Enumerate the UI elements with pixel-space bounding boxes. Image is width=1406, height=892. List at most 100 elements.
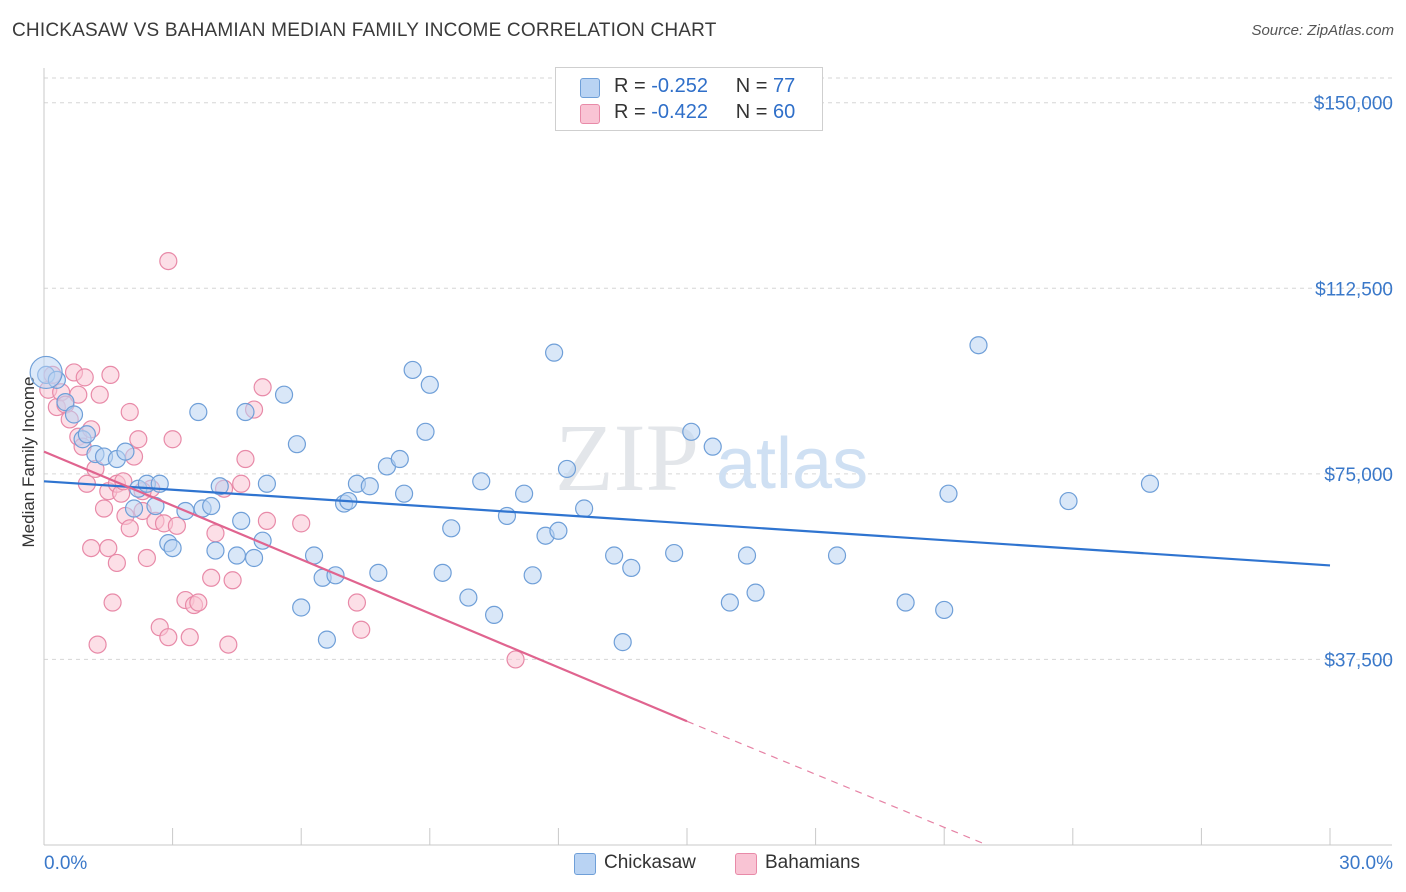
chickasaw-point [613, 633, 632, 652]
correlation-legend: R = -0.252 N = 77 R = -0.422 N = 60 [555, 67, 823, 131]
legend-r-label: R = [614, 75, 646, 97]
bahamians-point [352, 620, 371, 639]
chickasaw-point [394, 484, 414, 503]
chickasaw-point [523, 566, 542, 585]
chickasaw-point [210, 477, 229, 496]
bahamians-point [120, 402, 139, 422]
chickasaw-point [575, 499, 594, 518]
bahamians-point [159, 628, 178, 647]
chickasaw-point [549, 521, 568, 540]
watermark-atlas: atlas [716, 424, 868, 504]
legend-swatch-bahamians [580, 104, 600, 124]
legend-swatch-chickasaw [580, 78, 600, 98]
legend-text-bahamians: R = -0.422 N = 60 [614, 101, 795, 124]
chickasaw-point [257, 474, 277, 493]
chickasaw-point [116, 442, 135, 461]
chickasaw-point [317, 630, 337, 649]
bahamians-point [159, 251, 178, 271]
bahamians-point [167, 516, 186, 535]
y-tick-label: $150,000 [1314, 94, 1393, 115]
chickasaw-point [1140, 474, 1160, 493]
legend-r-value-bahamians: -0.422 [651, 101, 708, 123]
legend-r-value-chickasaw: -0.252 [651, 75, 708, 97]
bahamians-point [506, 650, 525, 669]
bahamians-point [82, 538, 101, 558]
y-tick-label: $75,000 [1324, 465, 1393, 486]
chickasaw-point [442, 519, 461, 538]
chickasaw-point [77, 425, 96, 444]
bottom-legend-swatch-bahamians [735, 853, 757, 875]
chickasaw-point [163, 538, 182, 558]
chickasaw-point [403, 360, 422, 380]
bahamians-point [232, 474, 251, 493]
bahamians-point [99, 538, 118, 558]
y-tick-labels: $37,500 $75,000 $112,500 $150,000 [1314, 94, 1393, 672]
chickasaw-point [124, 499, 144, 518]
chickasaw-point [416, 422, 435, 441]
chickasaw-point [935, 600, 954, 620]
chickasaw-point [287, 435, 307, 454]
bahamians-point [180, 628, 199, 647]
chickasaw-point [433, 563, 452, 582]
chickasaw-point [227, 546, 246, 565]
chickasaw-point [274, 385, 294, 404]
legend-n-label: N = [735, 101, 768, 123]
chickasaw-point [939, 484, 958, 503]
bahamians-point [101, 365, 120, 385]
bahamians-point [88, 635, 107, 654]
bottom-legend-swatch-chickasaw [574, 853, 596, 875]
chickasaw-point [420, 375, 439, 394]
chickasaw-point [206, 541, 225, 560]
chickasaw-point [720, 593, 739, 612]
y-tick-label: $112,500 [1315, 279, 1393, 300]
bahamians-point [253, 378, 272, 397]
chickasaw-point [622, 558, 641, 577]
bahamians-point [206, 524, 225, 543]
chickasaw-point [682, 422, 701, 441]
bahamians-point [90, 385, 109, 404]
gridlines [44, 77, 1392, 660]
chickasaw-point [827, 546, 847, 565]
chickasaw-point [746, 583, 765, 602]
bahamians-trend-line [43, 450, 688, 723]
chickasaw-point [485, 605, 504, 625]
bahamians-point [189, 593, 208, 612]
legend-n-value-bahamians: 60 [773, 101, 796, 123]
legend-n-label: N = [735, 75, 768, 97]
bahamians-point [202, 568, 221, 587]
bahamians-point [129, 430, 148, 449]
y-axis-label: Median Family Income [19, 376, 38, 547]
chickasaw-point [390, 449, 409, 469]
chickasaw-point [64, 405, 84, 424]
chickasaw-point [605, 546, 624, 565]
chickasaw-point [497, 506, 517, 526]
legend-n-value-chickasaw: 77 [773, 75, 796, 97]
chickasaw-point [896, 593, 915, 612]
x-tick-label-max: 30.0% [1339, 853, 1393, 874]
bahamians-point [236, 449, 255, 469]
bahamians-point [219, 635, 238, 654]
bahamians-point [223, 571, 242, 590]
chickasaw-point [459, 588, 478, 607]
y-tick-label: $37,500 [1324, 650, 1393, 671]
series-chickasaw-points [29, 336, 1160, 652]
bahamians-point [94, 499, 114, 518]
chickasaw-point [545, 343, 564, 362]
bahamians-point [103, 593, 122, 612]
chickasaw-point [244, 548, 264, 568]
chart-title: CHICKASAW VS BAHAMIAN MEDIAN FAMILY INCO… [12, 20, 717, 41]
bahamians-point [137, 548, 156, 568]
axes [43, 68, 1392, 846]
x-tick-label-min: 0.0% [44, 853, 87, 874]
chickasaw-point [189, 402, 208, 422]
chickasaw-point [969, 336, 988, 355]
chickasaw-point [360, 477, 379, 496]
watermark-zip: ZIP [555, 404, 699, 511]
legend-r-label: R = [614, 101, 646, 123]
bahamians-point [292, 514, 311, 533]
legend-text-chickasaw: R = -0.252 N = 77 [614, 75, 795, 98]
chickasaw-point [1059, 491, 1078, 511]
chickasaw-trend-line [43, 480, 1331, 567]
chickasaw-point [557, 459, 577, 479]
